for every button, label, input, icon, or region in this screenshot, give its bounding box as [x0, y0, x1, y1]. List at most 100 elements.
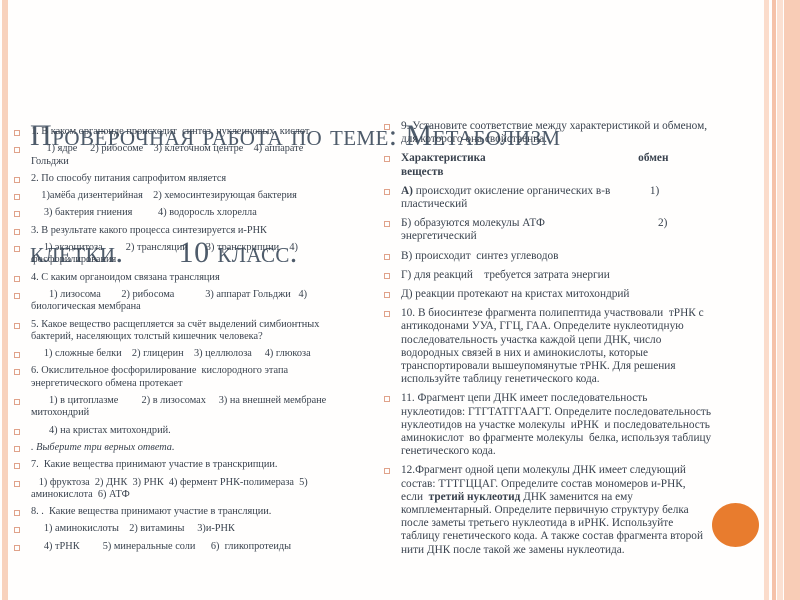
text-run: происходит окисление органических в-в 1)… [401, 184, 660, 211]
item-text: 10. В биосинтезе фрагмента полипептида у… [401, 307, 768, 386]
list-item: 5. Какое вещество расщепляется за счёт в… [12, 319, 378, 344]
item-text: 3. В результате какого процесса синтезир… [31, 225, 376, 237]
list-item: 1) аминокислоты 2) витамины 3)и-РНК [12, 523, 378, 535]
text-run: 1) экзоцитоза 2) трансляции 3) транскрип… [31, 242, 298, 266]
list-item: Характеристика обмен веществ [382, 152, 768, 178]
item-text: Г) для реакций требуется затрата энергии [401, 269, 768, 282]
item-text: . Выберите три верных ответа. [31, 442, 376, 454]
list-item: 3) бактерия гниения 4) водоросль хлорелл… [12, 207, 378, 219]
list-item: 1) в цитоплазме 2) в лизосомах 3) на вне… [12, 395, 378, 420]
bullet-square-icon [14, 147, 20, 154]
text-run: 4) на кристах митохондрий. [31, 424, 171, 436]
item-text: 1) аминокислоты 2) витамины 3)и-РНК [31, 523, 376, 535]
slide-title: Проверочная работа по теме: Метаболизм к… [30, 38, 765, 311]
text-run: 12.Фрагмент одной цепи молекулы ДНК имее… [401, 464, 686, 503]
list-item: 11. Фрагмент цепи ДНК имеет последовател… [382, 392, 768, 458]
bullet-square-icon [14, 292, 20, 299]
bullet-square-icon [14, 399, 20, 406]
list-item: 6. Окислительное фосфорилирование кислор… [12, 365, 378, 390]
orange-circle-decoration [712, 503, 759, 547]
text-run: 7. Какие вещества принимают участие в тр… [31, 459, 278, 471]
text-run: Д) реакции протекают на кристах митохонд… [401, 288, 630, 301]
right-edge-stripe-band [784, 0, 800, 600]
item-text: 7. Какие вещества принимают участие в тр… [31, 459, 376, 471]
list-item: Г) для реакций требуется затрата энергии [382, 269, 768, 282]
text-run: 6. Окислительное фосфорилирование кислор… [31, 365, 289, 389]
item-text: А) происходит окисление органических в-в… [401, 185, 768, 211]
list-item: 7. Какие вещества принимают участие в тр… [12, 459, 378, 471]
text-run: 1. В каком органоиде происходит синтез н… [31, 126, 312, 137]
bullet-square-icon [14, 428, 20, 435]
bullet-square-icon [14, 275, 20, 282]
item-text: 2. По способу питания сапрофитом являетс… [31, 173, 376, 185]
list-item: Д) реакции протекают на кристах митохонд… [382, 288, 768, 301]
list-item: Б) образуются молекулы АТФ 2) энергетиче… [382, 217, 768, 243]
list-item: 4) тРНК 5) минеральные соли 6) гликопрот… [12, 541, 378, 553]
bullet-square-icon [14, 480, 20, 487]
item-text: 1) ядре 2) рибосоме 3) клеточном центре … [31, 143, 376, 168]
text-run: третий нуклеотид [428, 490, 521, 503]
bullet-square-icon [14, 176, 20, 183]
bullet-square-icon [384, 292, 390, 299]
text-run: 5. Какое вещество расщепляется за счёт в… [31, 318, 320, 342]
text-run: Г) для реакций требуется затрата энергии [401, 268, 610, 281]
item-text: 1)амёба дизентерийная 2) хемосинтезирующ… [31, 190, 376, 202]
list-item: 2. По способу питания сапрофитом являетс… [12, 173, 378, 185]
list-item: 1) лизосома 2) рибосома 3) аппарат Гольд… [12, 289, 378, 314]
bullet-square-icon [14, 352, 20, 359]
text-run: 1) лизосома 2) рибосома 3) аппарат Гольд… [31, 288, 308, 313]
bullet-square-icon [384, 272, 390, 279]
text-run: 9. Установите соответствие между характе… [401, 120, 708, 146]
text-run: 1) в цитоплазме 2) в лизосомах 3) на вне… [31, 395, 327, 419]
item-text: Характеристика обмен веществ [401, 152, 768, 178]
text-run: . Выберите три верных ответа. [31, 441, 175, 453]
list-item: А) происходит окисление органических в-в… [382, 185, 768, 211]
text-run: 1) фруктоза 2) ДНК 3) РНК 4) фермент РНК… [31, 476, 308, 500]
text-run: Б) образуются молекулы АТФ 2) энергетиче… [401, 217, 668, 243]
list-item: . Выберите три верных ответа. [12, 442, 378, 454]
right-edge-stripe-outer [764, 0, 769, 600]
list-item: 1)амёба дизентерийная 2) хемосинтезирующ… [12, 190, 378, 202]
item-text: 9. Установите соответствие между характе… [401, 120, 768, 146]
text-run: В) происходит синтез углеводов [401, 249, 559, 262]
bullet-square-icon [14, 194, 20, 201]
right-edge-stripe-thin [772, 0, 776, 600]
item-text: 11. Фрагмент цепи ДНК имеет последовател… [401, 392, 768, 458]
item-text: Б) образуются молекулы АТФ 2) энергетиче… [401, 217, 768, 243]
text-run: 2. По способу питания сапрофитом являетс… [31, 172, 227, 184]
item-text: 4) тРНК 5) минеральные соли 6) гликопрот… [31, 541, 376, 553]
text-run: Характеристика обмен веществ [401, 152, 669, 178]
bullet-square-icon [14, 527, 20, 534]
bullet-square-icon [384, 396, 390, 403]
bullet-square-icon [384, 221, 390, 228]
left-edge-stripe [2, 0, 8, 600]
item-text: 1. В каком органоиде происходит синтез н… [31, 126, 376, 138]
text-run: 1) ядре 2) рибосоме 3) клеточном центре … [31, 143, 304, 167]
list-item: 8. . Какие вещества принимают участие в … [12, 506, 378, 518]
text-run: 4. С каким органоидом связана трансляция [31, 271, 220, 283]
item-text: 12.Фрагмент одной цепи молекулы ДНК имее… [401, 464, 768, 556]
item-text: 4) на кристах митохондрий. [31, 425, 376, 437]
item-text: 5. Какое вещество расщепляется за счёт в… [31, 319, 376, 344]
bullet-square-icon [14, 130, 20, 136]
item-text: 1) экзоцитоза 2) трансляции 3) транскрип… [31, 242, 376, 267]
bullet-square-icon [384, 468, 390, 475]
slide-title-line1: Проверочная работа по теме: Метаболизм [30, 119, 561, 152]
item-text: 1) лизосома 2) рибосома 3) аппарат Гольд… [31, 289, 376, 314]
item-text: 1) фруктоза 2) ДНК 3) РНК 4) фермент РНК… [31, 477, 376, 502]
list-item: 4. С каким органоидом связана трансляция [12, 272, 378, 284]
item-text: В) происходит синтез углеводов [401, 250, 768, 263]
item-text: 1) в цитоплазме 2) в лизосомах 3) на вне… [31, 395, 376, 420]
list-item: 10. В биосинтезе фрагмента полипептида у… [382, 307, 768, 386]
text-run: 4) тРНК 5) минеральные соли 6) гликопрот… [31, 540, 291, 552]
item-text: 4. С каким органоидом связана трансляция [31, 272, 376, 284]
text-run: ДНК заменится на ему комплементарный. Оп… [401, 490, 704, 556]
slide-title-line2: клетки. 10 класс. [30, 236, 298, 269]
item-text: Д) реакции протекают на кристах митохонд… [401, 288, 768, 301]
text-run: 3) бактерия гниения 4) водоросль хлорелл… [31, 207, 257, 219]
text-run: 10. В биосинтезе фрагмента полипептида у… [401, 307, 704, 386]
bullet-square-icon [384, 156, 390, 163]
bullet-square-icon [384, 311, 390, 318]
list-item: 1. В каком органоиде происходит синтез н… [12, 126, 378, 138]
text-run: 1) сложные белки 2) глицерин 3) целлюлоз… [31, 348, 311, 360]
